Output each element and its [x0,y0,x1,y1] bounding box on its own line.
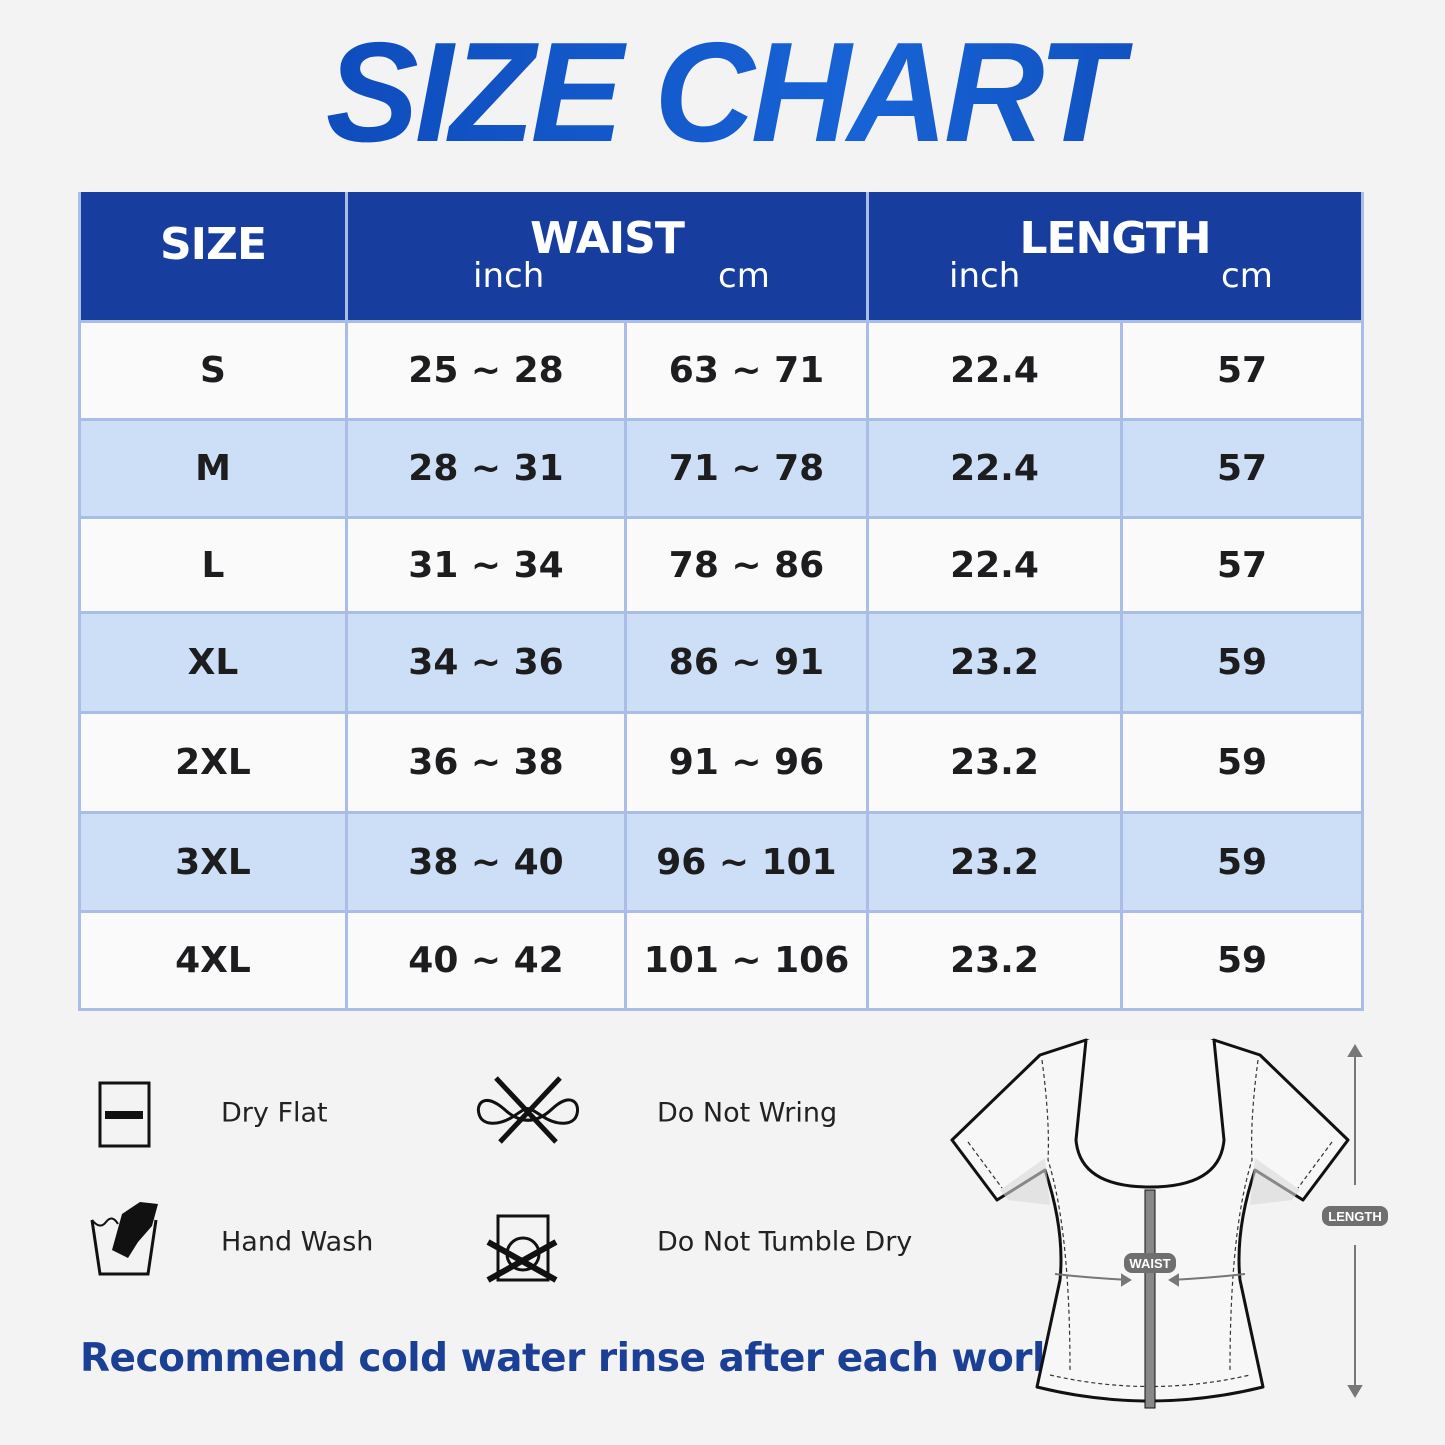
length-cm-unit: cm [1221,256,1273,296]
cell-waist-cm: 63 ~ 71 [624,320,869,421]
header-length: LENGTH inch cm [865,192,1365,323]
waist-badge [1124,1253,1176,1273]
length-label: LENGTH [1328,1209,1381,1224]
dry-flat-icon [98,1081,151,1148]
cell-size: 4XL [78,910,348,1011]
cell-waist-cm: 71 ~ 78 [624,418,869,519]
care-label-do-not-wring: Do Not Wring [657,1097,838,1129]
cell-waist-inch: 25 ~ 28 [345,320,627,421]
cell-length-inch: 23.2 [866,910,1123,1011]
length-badge [1322,1206,1388,1226]
header-length-label: LENGTH [1019,213,1211,264]
cell-length-inch: 22.4 [866,418,1123,519]
cell-length-inch: 22.4 [866,516,1123,614]
care-label-hand-wash: Hand Wash [221,1226,374,1258]
header-waist-label: WAIST [530,213,685,264]
header-size-label: SIZE [159,219,267,270]
cell-length-cm: 59 [1119,711,1365,814]
table-row: S 25 ~ 28 63 ~ 71 22.4 57 [78,320,1365,421]
cell-length-inch: 22.4 [866,320,1123,421]
cell-length-cm: 57 [1119,516,1365,614]
shirt-diagram: WAIST LENGTH [950,1038,1388,1409]
table-row: 2XL 36 ~ 38 91 ~ 96 23.2 59 [78,711,1365,814]
cell-length-inch: 23.2 [866,811,1123,913]
cell-length-inch: 23.2 [866,611,1123,714]
waist-inch-unit: inch [473,256,545,296]
size-table: SIZE WAIST inch cm LENGTH inch cm S 25 ~ … [78,192,1365,1011]
cell-length-cm: 59 [1119,811,1365,913]
cell-length-cm: 57 [1119,418,1365,519]
cell-size: S [78,320,348,421]
table-row: M 28 ~ 31 71 ~ 78 22.4 57 [78,418,1365,519]
cell-size: M [78,418,348,519]
cell-size: 3XL [78,811,348,913]
cell-length-cm: 57 [1119,320,1365,421]
header-size: SIZE [78,192,348,323]
cell-waist-inch: 36 ~ 38 [345,711,627,814]
page-title: SIZE CHART [14,18,1430,168]
length-inch-unit: inch [949,256,1021,296]
cell-waist-cm: 96 ~ 101 [624,811,869,913]
cell-waist-cm: 78 ~ 86 [624,516,869,614]
cell-waist-cm: 86 ~ 91 [624,611,869,714]
care-label-do-not-tumble-dry: Do Not Tumble Dry [657,1226,913,1258]
cell-waist-cm: 91 ~ 96 [624,711,869,814]
cell-waist-inch: 31 ~ 34 [345,516,627,614]
table-row: 4XL 40 ~ 42 101 ~ 106 23.2 59 [78,910,1365,1011]
length-arrow-icon [1347,1044,1363,1398]
zipper [1144,1189,1156,1409]
waist-arrows-icon [1054,1273,1246,1287]
cell-waist-inch: 34 ~ 36 [345,611,627,714]
cell-waist-inch: 28 ~ 31 [345,418,627,519]
care-note: Recommend cold water rinse after each wo… [80,1336,1143,1381]
cell-waist-inch: 40 ~ 42 [345,910,627,1011]
do-not-tumble-dry-icon [486,1214,558,1283]
table-row: 3XL 38 ~ 40 96 ~ 101 23.2 59 [78,811,1365,913]
header-waist: WAIST inch cm [345,192,869,323]
cell-size: 2XL [78,711,348,814]
cell-size: L [78,516,348,614]
care-label-dry-flat: Dry Flat [221,1097,328,1129]
cell-size: XL [78,611,348,714]
table-row: XL 34 ~ 36 86 ~ 91 23.2 59 [78,611,1365,714]
table-row: L 31 ~ 34 78 ~ 86 22.4 57 [78,516,1365,614]
do-not-wring-icon [476,1076,580,1144]
cell-length-cm: 59 [1119,910,1365,1011]
cell-length-inch: 23.2 [866,711,1123,814]
waist-cm-unit: cm [718,256,770,296]
waist-label: WAIST [1129,1256,1170,1271]
cell-waist-inch: 38 ~ 40 [345,811,627,913]
cell-length-cm: 59 [1119,611,1365,714]
cell-waist-cm: 101 ~ 106 [624,910,869,1011]
table-header: SIZE WAIST inch cm LENGTH inch cm [78,192,1365,323]
hand-wash-icon [90,1202,158,1276]
